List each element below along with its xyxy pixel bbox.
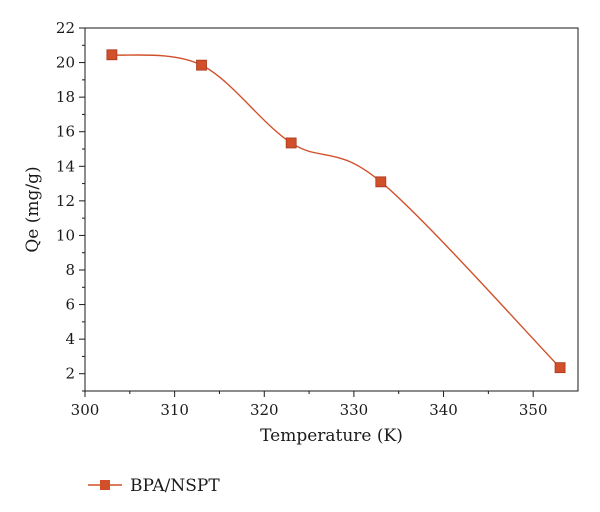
- y-tick-label: 12: [56, 192, 75, 210]
- x-tick-label: 330: [340, 401, 369, 419]
- series-line: [111, 54, 561, 369]
- data-point-marker: [375, 176, 387, 188]
- series-markers: [106, 49, 566, 374]
- y-tick-label: 16: [56, 123, 75, 141]
- data-point-marker: [196, 59, 207, 71]
- legend-label: BPA/NSPT: [130, 476, 220, 496]
- data-point-marker: [106, 49, 118, 61]
- y-tick-label: 20: [56, 54, 75, 72]
- x-tick-label: 300: [71, 401, 100, 419]
- y-axis-title: Qe (mg/g): [23, 166, 43, 252]
- y-tick-label: 22: [56, 19, 75, 37]
- x-axis-ticks: 300 310 320 330 340 350: [71, 391, 548, 419]
- y-tick-label: 6: [65, 296, 75, 314]
- y-tick-label: 10: [56, 226, 75, 244]
- y-tick-label: 2: [65, 365, 75, 383]
- legend-marker: [100, 480, 110, 490]
- y-tick-label: 14: [56, 157, 75, 175]
- y-axis-ticks: 2 4 6 8 10 12 14 16 18 20 22: [56, 19, 85, 392]
- x-tick-label: 320: [250, 401, 279, 419]
- x-tick-label: 310: [160, 401, 189, 419]
- plot-area: 300 310 320 330 340 350 2 4 6 8 10 12 14 16 18 20 22: [56, 19, 579, 419]
- y-tick-label: 4: [65, 330, 75, 348]
- x-tick-label: 340: [429, 401, 458, 419]
- data-point-marker: [285, 137, 297, 149]
- x-tick-label: 350: [519, 401, 548, 419]
- x-axis-title: Temperature (K): [260, 426, 403, 446]
- legend: BPA/NSPT: [88, 476, 220, 496]
- data-point-marker: [554, 362, 566, 374]
- y-tick-label: 8: [65, 261, 75, 279]
- plot-frame: [84, 27, 579, 392]
- y-tick-label: 18: [56, 88, 75, 106]
